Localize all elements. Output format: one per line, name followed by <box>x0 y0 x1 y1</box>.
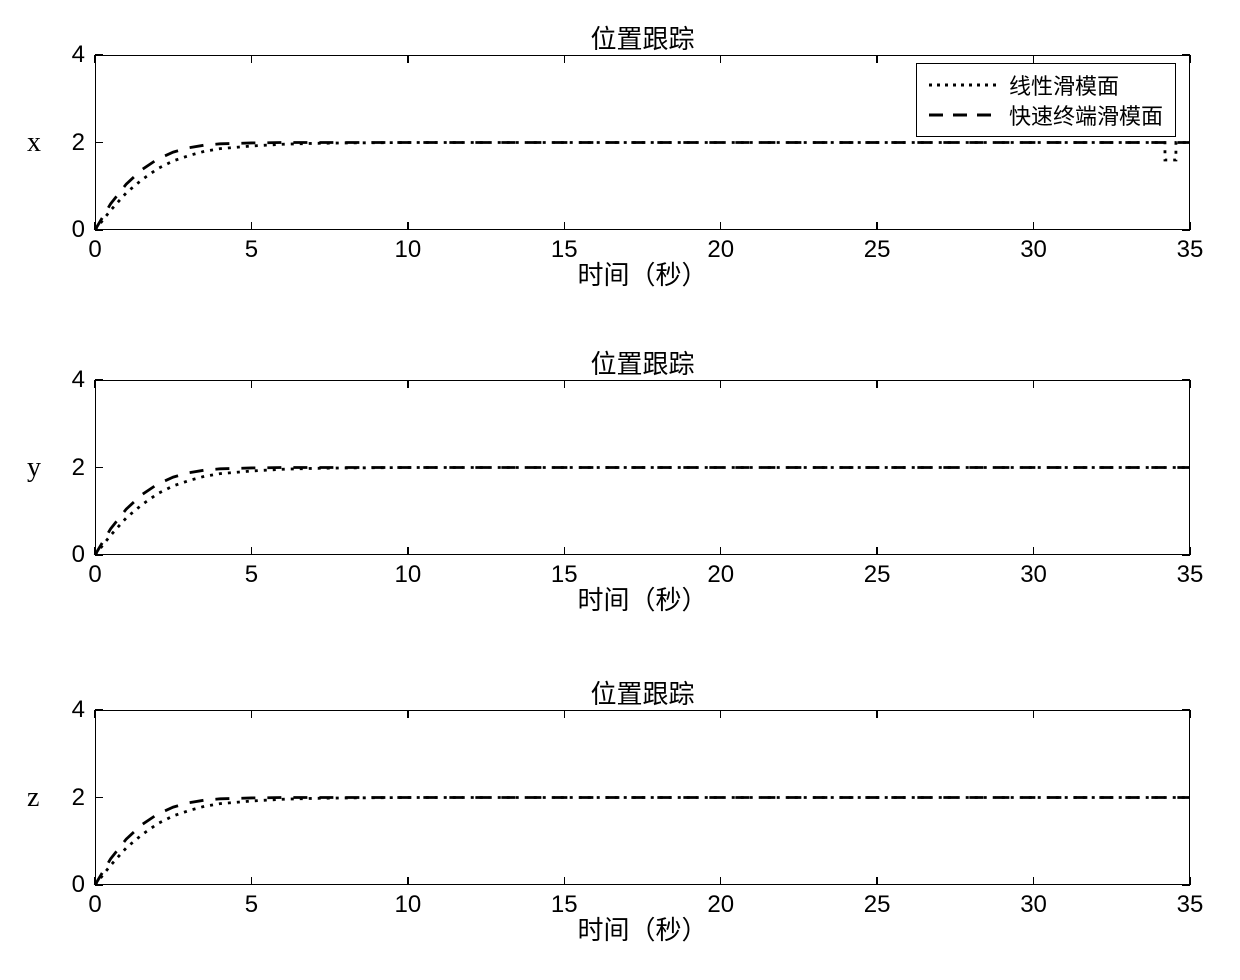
x-tick-label: 20 <box>707 561 734 589</box>
x-tick-label: 5 <box>245 891 258 919</box>
x-tick-label: 35 <box>1177 561 1204 589</box>
x-tick-label: 5 <box>245 236 258 264</box>
x-tick-label: 0 <box>88 236 101 264</box>
x-tick-label: 0 <box>88 561 101 589</box>
legend-label-1: 快速终端滑模面 <box>1009 99 1163 131</box>
y-tick-label: 2 <box>72 454 85 482</box>
x-tick-label: 10 <box>394 236 421 264</box>
x-tick-label: 5 <box>245 561 258 589</box>
y-tick-label: 2 <box>72 129 85 157</box>
x-tick-label: 25 <box>864 561 891 589</box>
y-axis-label: z <box>27 782 39 814</box>
x-tick-label: 30 <box>1020 561 1047 589</box>
subplot-x: 位置跟踪 x 时间（秒） 线性滑模面 快速终端滑模面 0240510152025… <box>95 55 1190 230</box>
x-tick-label: 20 <box>707 891 734 919</box>
x-tick-label: 10 <box>394 561 421 589</box>
subplot-title: 位置跟踪 <box>95 19 1190 56</box>
legend-row-1: 快速终端滑模面 <box>929 100 1163 130</box>
x-tick-label: 35 <box>1177 891 1204 919</box>
legend-sample-dashed <box>929 106 999 124</box>
legend: 线性滑模面 快速终端滑模面 <box>916 63 1176 137</box>
y-tick-label: 0 <box>72 216 85 244</box>
x-tick-label: 25 <box>864 236 891 264</box>
subplot-y: 位置跟踪 y 时间（秒） 02405101520253035 <box>95 380 1190 555</box>
subplot-title: 位置跟踪 <box>95 674 1190 711</box>
y-tick-label: 4 <box>72 696 85 724</box>
y-tick-label: 4 <box>72 41 85 69</box>
x-tick-label: 30 <box>1020 891 1047 919</box>
subplot-title: 位置跟踪 <box>95 344 1190 381</box>
y-tick-label: 0 <box>72 541 85 569</box>
x-tick-label: 20 <box>707 236 734 264</box>
x-tick-label: 25 <box>864 891 891 919</box>
y-axis-label: x <box>27 127 41 159</box>
x-tick-label: 0 <box>88 891 101 919</box>
legend-label-0: 线性滑模面 <box>1009 69 1119 101</box>
y-tick-label: 4 <box>72 366 85 394</box>
legend-sample-dotted <box>929 76 999 94</box>
y-tick-label: 0 <box>72 871 85 899</box>
x-tick-label: 15 <box>551 561 578 589</box>
x-tick-label: 15 <box>551 236 578 264</box>
axes-box <box>95 380 1190 555</box>
axes-box <box>95 710 1190 885</box>
x-tick-label: 35 <box>1177 236 1204 264</box>
x-tick-label: 30 <box>1020 236 1047 264</box>
x-tick-label: 15 <box>551 891 578 919</box>
x-tick-label: 10 <box>394 891 421 919</box>
y-axis-label: y <box>27 452 41 484</box>
legend-row-0: 线性滑模面 <box>929 70 1163 100</box>
y-tick-label: 2 <box>72 784 85 812</box>
figure: 位置跟踪 x 时间（秒） 线性滑模面 快速终端滑模面 0240510152025… <box>0 0 1240 980</box>
subplot-z: 位置跟踪 z 时间（秒） 02405101520253035 <box>95 710 1190 885</box>
